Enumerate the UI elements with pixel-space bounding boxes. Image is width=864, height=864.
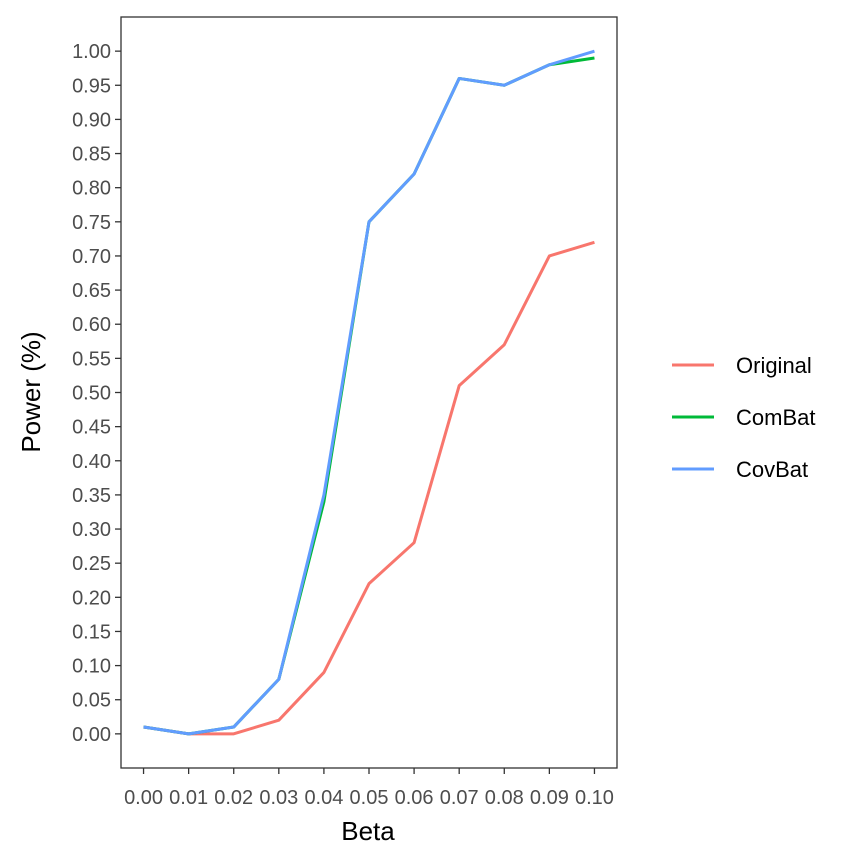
- y-tick-label: 0.00: [72, 724, 111, 746]
- y-tick-label: 1.00: [72, 41, 111, 63]
- y-tick-label: 0.50: [72, 383, 111, 405]
- x-tick-label: 0.03: [259, 787, 298, 809]
- y-axis: 0.00 0.05 0.10 0.15 0.20 0.25 0.30 0.35 0.40 0.45…: [72, 41, 121, 746]
- x-tick-label: 0.10: [575, 787, 614, 809]
- legend-label-covbat: CovBat: [736, 457, 808, 482]
- y-tick-label: 0.70: [72, 246, 111, 268]
- y-tick-label: 0.45: [72, 417, 111, 439]
- legend: Original ComBat CovBat: [672, 353, 815, 482]
- y-tick-label: 0.55: [72, 348, 111, 370]
- y-tick-label: 0.15: [72, 621, 111, 643]
- y-tick-label: 0.95: [72, 75, 111, 97]
- x-tick-label: 0.08: [485, 787, 524, 809]
- y-tick-label: 0.90: [72, 109, 111, 131]
- x-tick-label: 0.05: [350, 787, 389, 809]
- y-tick-label: 0.75: [72, 212, 111, 234]
- x-tick-label: 0.09: [530, 787, 569, 809]
- x-tick-label: 0.04: [304, 787, 343, 809]
- y-axis-title: Power (%): [16, 331, 46, 452]
- y-tick-label: 0.10: [72, 656, 111, 678]
- x-tick-label: 0.01: [169, 787, 208, 809]
- x-axis: 0.00 0.01 0.02 0.03 0.04 0.05 0.06 0.07 0.08 0.09…: [124, 768, 614, 809]
- y-tick-label: 0.35: [72, 485, 111, 507]
- y-tick-label: 0.25: [72, 553, 111, 575]
- y-tick-label: 0.30: [72, 519, 111, 541]
- series-line-original: [143, 240, 595, 736]
- series-layer: [143, 49, 595, 736]
- x-tick-label: 0.02: [214, 787, 253, 809]
- x-tick-label: 0.06: [395, 787, 434, 809]
- series-line-covbat: [143, 49, 595, 736]
- x-tick-label: 0.00: [124, 787, 163, 809]
- y-tick-label: 0.05: [72, 690, 111, 712]
- legend-label-combat: ComBat: [736, 405, 815, 430]
- x-axis-title: Beta: [341, 816, 395, 846]
- y-tick-label: 0.80: [72, 178, 111, 200]
- y-tick-label: 0.85: [72, 144, 111, 166]
- y-tick-label: 0.65: [72, 280, 111, 302]
- y-tick-label: 0.20: [72, 587, 111, 609]
- x-tick-label: 0.07: [440, 787, 479, 809]
- legend-label-original: Original: [736, 353, 812, 378]
- y-tick-label: 0.60: [72, 314, 111, 336]
- y-tick-label: 0.40: [72, 451, 111, 473]
